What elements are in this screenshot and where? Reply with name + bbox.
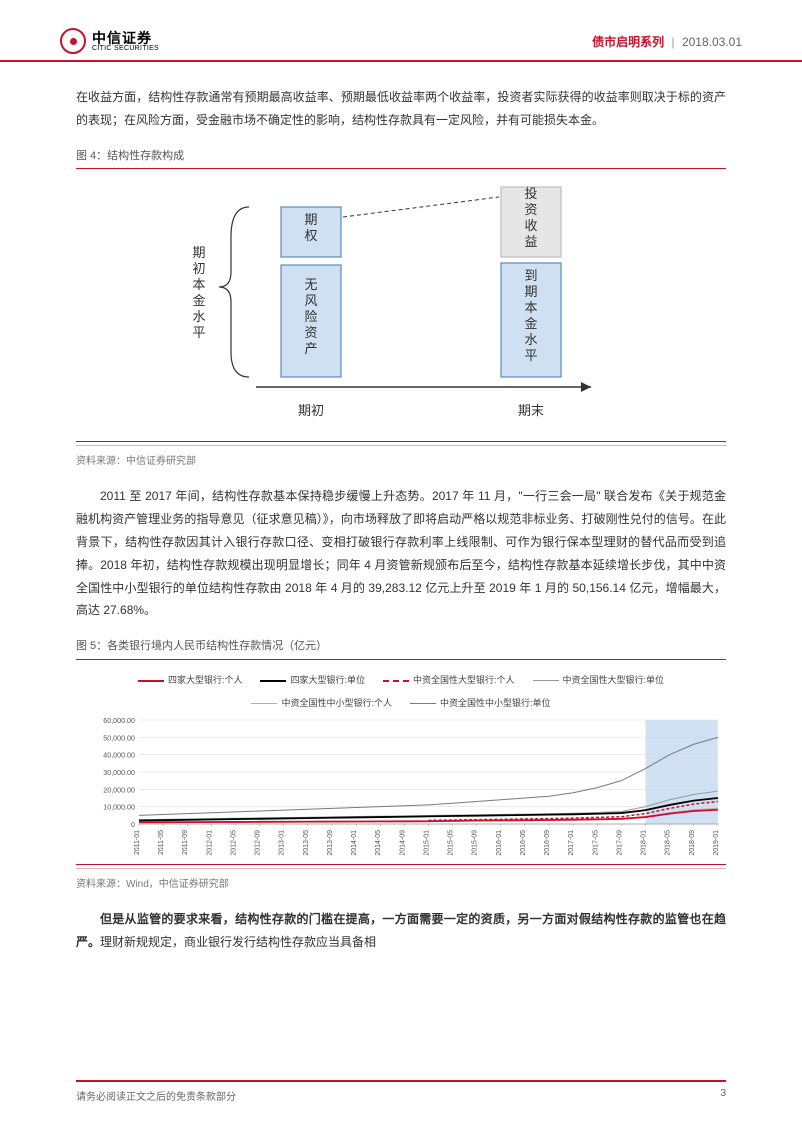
svg-text:2012-09: 2012-09 — [255, 830, 262, 856]
fig5-chart: 四家大型银行:个人四家大型银行:单位 中资全国性大型银行:个人 中资全国性大型银行:… — [76, 664, 726, 864]
svg-text:2013-01: 2013-01 — [279, 830, 286, 856]
svg-text:2011-09: 2011-09 — [182, 830, 189, 855]
legend-item: 四家大型银行:个人 — [138, 672, 243, 689]
svg-text:2016-05: 2016-05 — [520, 830, 527, 856]
legend-item: 中资全国性大型银行:单位 — [533, 672, 665, 689]
svg-text:2012-01: 2012-01 — [206, 830, 213, 856]
svg-text:平: 平 — [192, 325, 205, 340]
svg-text:期: 期 — [524, 284, 537, 299]
svg-text:2015-01: 2015-01 — [423, 830, 430, 856]
header-sep: | — [671, 35, 674, 49]
svg-text:50,000.00: 50,000.00 — [103, 736, 135, 743]
fig5-source: 资料来源：Wind，中信证券研究部 — [76, 875, 726, 894]
svg-text:期初: 期初 — [298, 403, 324, 418]
svg-text:0: 0 — [131, 822, 135, 829]
svg-text:2018-01: 2018-01 — [640, 830, 647, 856]
legend-item: 中资全国性大型银行:个人 — [383, 672, 515, 689]
fig5-legend: 四家大型银行:个人四家大型银行:单位 中资全国性大型银行:个人 中资全国性大型银行:… — [76, 664, 726, 716]
svg-text:2012-05: 2012-05 — [230, 830, 237, 856]
svg-text:2017-05: 2017-05 — [592, 830, 599, 856]
fig5-title: 图 5：各类银行境内人民币结构性存款情况（亿元） — [76, 636, 726, 657]
svg-text:2014-05: 2014-05 — [375, 830, 382, 856]
paragraph-2: 2011 至 2017 年间，结构性存款基本保持稳步缓慢上升态势。2017 年 … — [76, 485, 726, 622]
svg-text:产: 产 — [304, 341, 317, 356]
logo-mark-icon — [60, 28, 86, 54]
footer-rule — [76, 1080, 726, 1082]
series-title: 债市启明系列 — [592, 35, 664, 49]
legend-item: 四家大型银行:单位 — [260, 672, 365, 689]
fig5-rule-top — [76, 659, 726, 660]
legend-item: 中资全国性中小型银行:单位 — [410, 695, 551, 712]
svg-text:金: 金 — [192, 293, 205, 308]
svg-text:30,000.00: 30,000.00 — [103, 770, 135, 777]
svg-text:本: 本 — [192, 277, 205, 292]
svg-text:2015-09: 2015-09 — [472, 830, 479, 856]
svg-text:平: 平 — [524, 348, 537, 363]
svg-text:40,000.00: 40,000.00 — [103, 753, 135, 760]
svg-text:10,000.00: 10,000.00 — [103, 805, 135, 812]
svg-text:险: 险 — [304, 309, 317, 324]
page-number: 3 — [720, 1088, 726, 1103]
svg-text:2011-05: 2011-05 — [158, 830, 165, 855]
svg-text:初: 初 — [192, 261, 205, 276]
logo-en: CITIC SECURITIES — [92, 45, 159, 52]
svg-text:金: 金 — [524, 316, 537, 331]
svg-text:资: 资 — [304, 325, 317, 340]
fig4-source: 资料来源：中信证券研究部 — [76, 452, 726, 471]
svg-text:2014-09: 2014-09 — [399, 830, 406, 856]
svg-text:到: 到 — [524, 268, 537, 283]
logo: 中信证券 CITIC SECURITIES — [60, 28, 159, 54]
logo-cn: 中信证券 — [92, 31, 159, 45]
svg-text:20,000.00: 20,000.00 — [103, 788, 135, 795]
svg-text:益: 益 — [524, 234, 537, 249]
svg-text:2013-05: 2013-05 — [303, 830, 310, 856]
legend-item: 中资全国性中小型银行:个人 — [251, 695, 392, 712]
svg-text:2016-09: 2016-09 — [544, 830, 551, 856]
svg-text:2018-09: 2018-09 — [689, 830, 696, 856]
svg-text:60,000.00: 60,000.00 — [103, 718, 135, 725]
svg-text:风: 风 — [304, 293, 317, 308]
fig4-rule-hair — [76, 445, 726, 446]
svg-text:无: 无 — [304, 277, 317, 292]
header-date: 2018.03.01 — [682, 35, 742, 49]
svg-text:期: 期 — [304, 212, 317, 227]
svg-text:2018-05: 2018-05 — [665, 830, 672, 856]
svg-text:2011-01: 2011-01 — [134, 830, 141, 855]
fig4-diagram: 期初本金水平期权无风险资产投资收益到期本金水平期初期末 — [76, 177, 726, 437]
fig4-rule-top — [76, 168, 726, 169]
footer: 请务必阅读正文之后的免责条款部分 3 — [0, 1080, 802, 1103]
svg-text:权: 权 — [304, 228, 317, 243]
svg-text:2013-09: 2013-09 — [327, 830, 334, 856]
svg-text:2017-09: 2017-09 — [616, 830, 623, 856]
fig4-title: 图 4：结构性存款构成 — [76, 146, 726, 167]
svg-text:2014-01: 2014-01 — [351, 830, 358, 856]
svg-text:期末: 期末 — [518, 403, 544, 418]
paragraph-3: 但是从监管的要求来看，结构性存款的门槛在提高，一方面需要一定的资质，另一方面对假… — [76, 908, 726, 954]
svg-text:资: 资 — [524, 202, 537, 217]
para3-rest: 理财新规规定，商业银行发行结构性存款应当具备相 — [100, 935, 376, 949]
page-header: 中信证券 CITIC SECURITIES 债市启明系列 | 2018.03.0… — [0, 0, 802, 62]
header-right: 债市启明系列 | 2018.03.01 — [592, 33, 742, 50]
svg-text:2019-01: 2019-01 — [713, 830, 720, 856]
svg-text:本: 本 — [524, 300, 537, 315]
footer-left: 请务必阅读正文之后的免责条款部分 — [76, 1088, 236, 1103]
svg-text:期: 期 — [192, 245, 205, 260]
svg-text:水: 水 — [192, 309, 205, 324]
svg-text:收: 收 — [524, 218, 537, 233]
fig4-rule-bottom — [76, 441, 726, 442]
svg-text:水: 水 — [524, 332, 537, 347]
svg-text:2016-01: 2016-01 — [496, 830, 503, 856]
paragraph-1: 在收益方面，结构性存款通常有预期最高收益率、预期最低收益率两个收益率，投资者实际… — [76, 86, 726, 132]
svg-text:2017-01: 2017-01 — [568, 830, 575, 856]
svg-text:2015-05: 2015-05 — [448, 830, 455, 856]
svg-text:投: 投 — [524, 186, 537, 201]
